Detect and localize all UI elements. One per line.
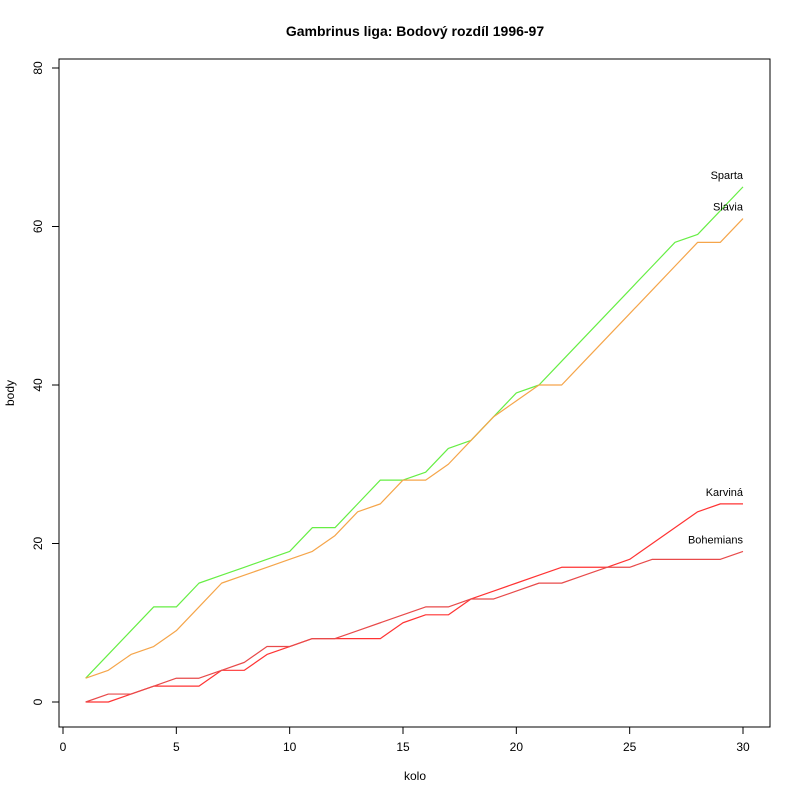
x-tick-label: 0 bbox=[60, 740, 67, 754]
chart-title: Gambrinus liga: Bodový rozdíl 1996-97 bbox=[286, 23, 545, 39]
x-tick-label: 25 bbox=[623, 740, 637, 754]
series-label: Slavia bbox=[713, 202, 744, 214]
x-axis: 0 5 10 15 20 25 30 bbox=[60, 726, 750, 754]
series-line-sparta bbox=[85, 186, 744, 679]
x-axis-label: kolo bbox=[404, 769, 426, 783]
series-label: Bohemians bbox=[688, 534, 744, 546]
series-labels: Sparta Slavia Karviná Bohemians bbox=[688, 170, 744, 547]
plot-frame bbox=[58, 58, 771, 728]
series-lines bbox=[85, 186, 744, 703]
series-line-karvin- bbox=[85, 503, 743, 703]
x-tick-label: 10 bbox=[283, 740, 297, 754]
x-tick-label: 15 bbox=[396, 740, 410, 754]
y-tick-label: 20 bbox=[31, 537, 45, 551]
series-label: Sparta bbox=[711, 170, 744, 182]
y-axis: 0 20 40 60 80 bbox=[31, 61, 60, 705]
series-label: Karviná bbox=[706, 487, 744, 499]
y-tick-label: 60 bbox=[31, 220, 45, 234]
y-tick-label: 0 bbox=[31, 698, 45, 705]
y-tick-label: 40 bbox=[31, 378, 45, 392]
y-axis-label: body bbox=[3, 380, 17, 406]
x-tick-label: 30 bbox=[736, 740, 750, 754]
series-line-bohemians bbox=[85, 550, 744, 703]
series-line-slavia bbox=[85, 218, 744, 679]
x-tick-label: 5 bbox=[173, 740, 180, 754]
x-tick-label: 20 bbox=[510, 740, 524, 754]
y-tick-label: 80 bbox=[31, 61, 45, 75]
